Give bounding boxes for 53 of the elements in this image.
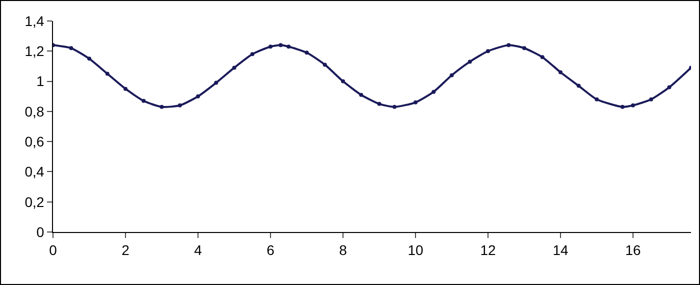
point xyxy=(392,104,396,109)
point xyxy=(286,44,291,49)
point xyxy=(142,98,146,103)
point xyxy=(322,62,327,67)
point xyxy=(558,70,562,74)
point xyxy=(214,80,218,85)
point xyxy=(468,60,472,64)
point xyxy=(522,46,526,50)
y-tick-label: 1,4 xyxy=(24,12,44,29)
point xyxy=(359,92,364,97)
point xyxy=(232,66,236,70)
y-tick-label: 0,4 xyxy=(24,164,44,180)
point xyxy=(160,104,164,109)
x-tick-label: 8 xyxy=(339,242,348,258)
point xyxy=(178,103,182,108)
point xyxy=(576,84,581,88)
point xyxy=(377,102,382,106)
y-tick-label: 1,2 xyxy=(24,43,44,60)
point xyxy=(341,79,345,84)
point xyxy=(432,90,436,94)
point xyxy=(506,43,511,48)
point xyxy=(196,94,200,98)
point xyxy=(414,100,418,104)
point xyxy=(105,72,110,76)
point xyxy=(87,56,92,61)
x-tick-label: 0 xyxy=(49,242,58,258)
point xyxy=(250,52,254,56)
point xyxy=(594,97,599,102)
y-tick-label: 0,8 xyxy=(24,103,44,120)
x-tick-label: 14 xyxy=(552,242,568,258)
point xyxy=(268,44,272,49)
y-tick-label: 0 xyxy=(36,224,44,240)
point xyxy=(278,43,283,48)
point xyxy=(540,55,544,60)
x-tick-label: 12 xyxy=(480,242,496,258)
point xyxy=(667,85,672,90)
point xyxy=(69,46,74,50)
point xyxy=(304,50,309,55)
x-tick-label: 16 xyxy=(625,242,641,258)
x-tick-label: 10 xyxy=(408,242,424,258)
y-tick-label: 0,2 xyxy=(24,194,44,210)
x-tick-label: 6 xyxy=(266,242,275,258)
point xyxy=(649,97,654,102)
x-tick-label: 2 xyxy=(122,242,130,258)
point xyxy=(450,73,454,78)
line-series xyxy=(53,43,691,109)
point xyxy=(631,103,635,108)
y-tick-label: 1 xyxy=(36,73,44,90)
point xyxy=(620,104,624,109)
point xyxy=(124,86,128,91)
x-tick-label: 4 xyxy=(194,242,202,258)
y-tick-label: 0,6 xyxy=(24,133,44,150)
point xyxy=(486,49,490,54)
